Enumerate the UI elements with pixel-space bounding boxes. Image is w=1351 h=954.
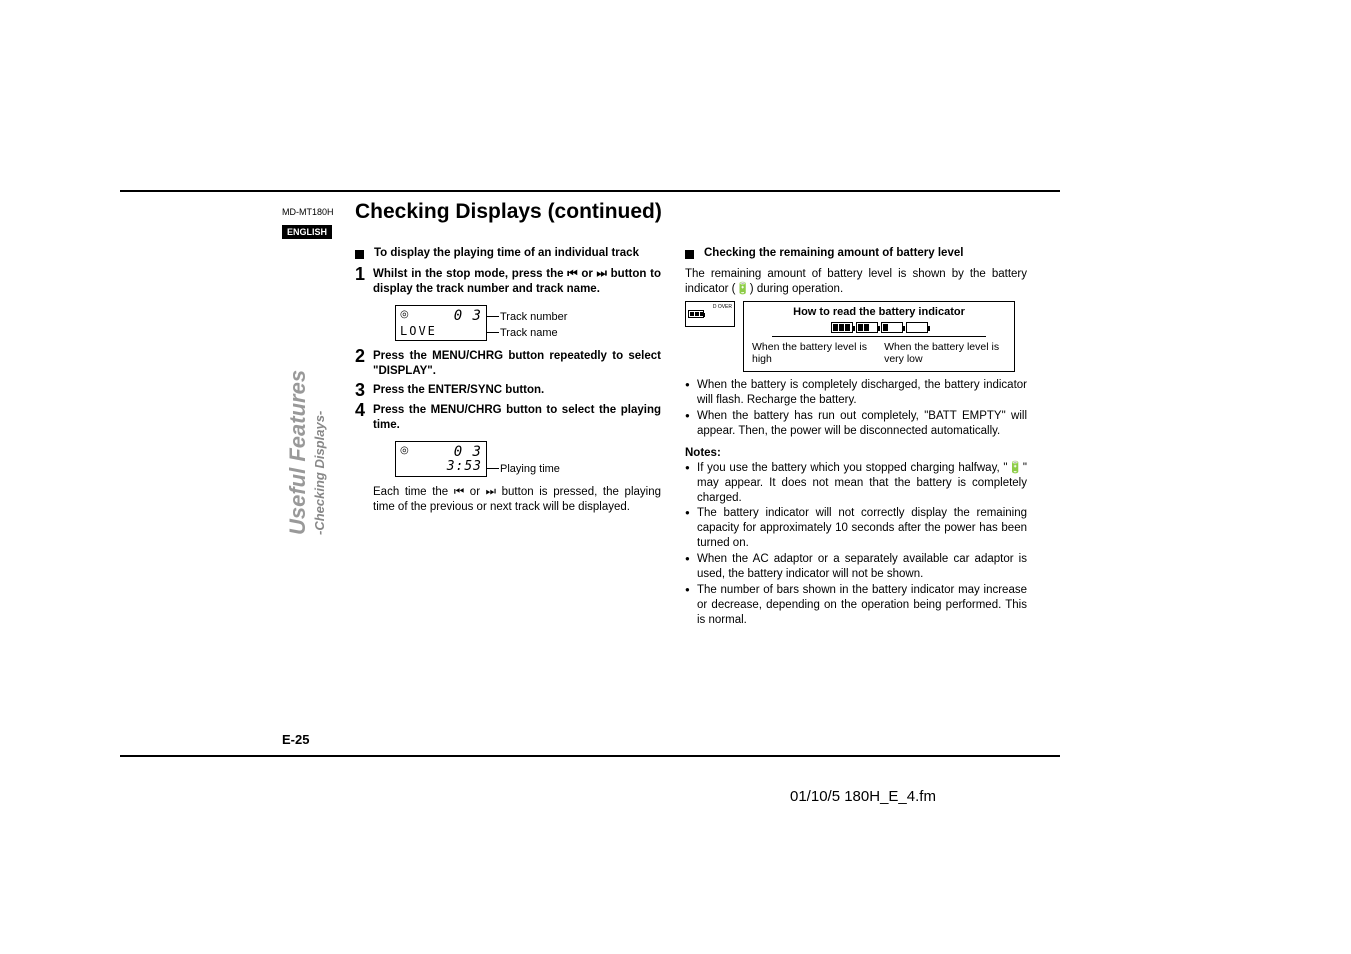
battery-icon [906,322,928,333]
step-text: Press the MENU/CHRG button to select the… [373,403,661,433]
battery-icon [881,322,903,333]
step-text: Press the ENTER/SYNC button. [373,383,661,398]
square-bullet-icon [355,250,364,259]
step-text: Press the MENU/CHRG button repeatedly to… [373,349,661,379]
small-lcd: D OVER [685,301,735,327]
battery-icon [688,310,704,318]
step-number: 1 [355,265,373,283]
lcd-time: 3:53 [447,459,482,474]
model-label: MD-MT180H [282,207,334,217]
left-section-title: To display the playing time of an indivi… [374,247,639,259]
lcd-box: ◎ 0 3 3:53 [395,441,487,477]
lcd-display-2: ◎ 0 3 3:53 Playing time [395,441,575,477]
battery-icons-row [752,322,1006,333]
step-number: 2 [355,347,373,365]
step-number: 4 [355,401,373,419]
battery-icon [856,322,878,333]
notes-heading: Notes: [685,447,1027,459]
batt-labels: When the battery level is high When the … [752,341,1006,365]
disc-icon: ◎ [400,309,409,320]
lcd-digits: 0 3 [454,444,482,460]
bullet-item: If you use the battery which you stopped… [685,461,1027,506]
lang-badge: ENGLISH [282,225,332,239]
lcd-name: LOVE [400,324,437,338]
page-number: E-25 [282,732,309,747]
tail-text: Each time the ⏮ or ⏭ button is pressed, … [373,485,661,515]
leader-line [487,332,499,333]
lcd-digits: 0 3 [454,308,482,324]
bullet-item: When the AC adaptor or a separately avai… [685,552,1027,582]
batt-box-title: How to read the battery indicator [752,306,1006,318]
intro-text: The remaining amount of battery level is… [685,267,1027,297]
side-main: Useful Features [285,370,310,535]
step-2: 2 Press the MENU/CHRG button repeatedly … [355,349,661,379]
batt-low-label: When the battery level is very low [884,341,1006,365]
left-column: To display the playing time of an indivi… [355,247,661,519]
side-sub: -Checking Displays- [312,411,327,535]
disc-icon: ◎ [400,445,409,456]
lcd-label-2: Track name [500,327,558,339]
left-section-head: To display the playing time of an indivi… [355,247,661,259]
bullet-item: The battery indicator will not correctly… [685,506,1027,551]
bullet-item: When the battery is completely discharge… [685,378,1027,408]
step-4: 4 Press the MENU/CHRG button to select t… [355,403,661,433]
step-number: 3 [355,381,373,399]
right-section-title: Checking the remaining amount of battery… [704,247,963,259]
right-column: Checking the remaining amount of battery… [685,247,1027,629]
square-bullet-icon [685,250,694,259]
lcd-label-1: Track number [500,311,567,323]
lcd-display-1: ◎ 0 3 LOVE Track number Track name [395,305,575,341]
right-section-head: Checking the remaining amount of battery… [685,247,1027,259]
batt-high-label: When the battery level is high [752,341,874,365]
bullets-1: When the battery is completely discharge… [685,378,1027,439]
leader-line [487,316,499,317]
bottom-rule [120,755,1060,757]
footer: 01/10/5 180H_E_4.fm [790,788,936,805]
battery-indicator-box: How to read the battery indicator When t… [743,301,1015,372]
page-title: Checking Displays (continued) [355,200,662,224]
lcd-box: ◎ 0 3 LOVE [395,305,487,341]
batt-divider [772,336,986,337]
leader-line [487,468,499,469]
lcd-label: Playing time [500,463,560,475]
bullets-2: If you use the battery which you stopped… [685,461,1027,628]
side-tab: Useful Features -Checking Displays- [285,370,329,535]
bullet-item: The number of bars shown in the battery … [685,583,1027,628]
step-text: Whilst in the stop mode, press the ⏮ or … [373,267,661,297]
bullet-item: When the battery has run out completely,… [685,409,1027,439]
step-1: 1 Whilst in the stop mode, press the ⏮ o… [355,267,661,297]
step-3: 3 Press the ENTER/SYNC button. [355,383,661,399]
battery-icon [831,322,853,333]
